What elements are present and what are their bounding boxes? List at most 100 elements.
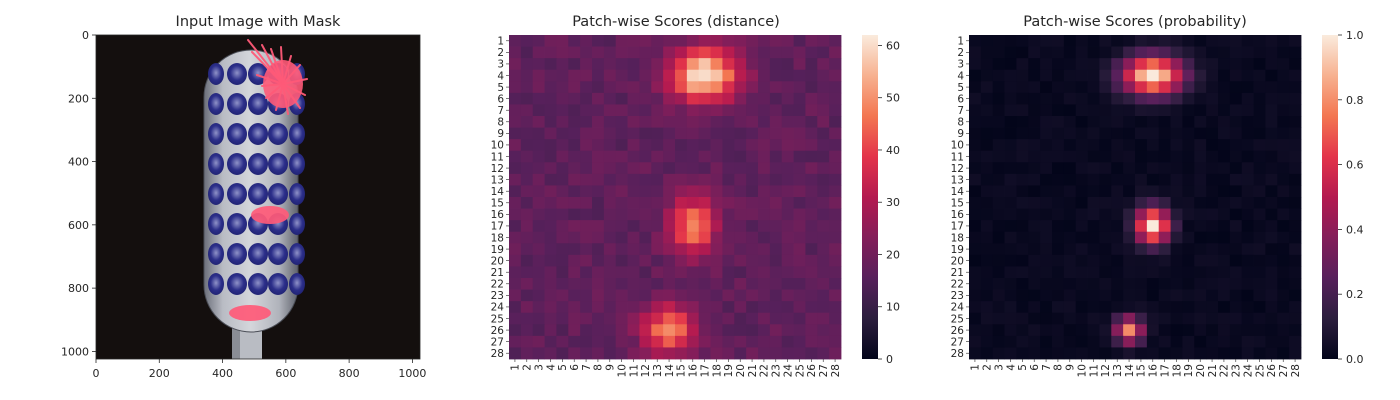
heatmap-cell — [746, 185, 759, 198]
heatmap-cell — [675, 208, 688, 221]
heatmap-cell — [722, 231, 735, 244]
row-tick-label: 11 — [491, 151, 504, 163]
heatmap-cell — [1004, 150, 1017, 163]
heatmap-cell — [1289, 81, 1302, 94]
heatmap-cell — [1206, 243, 1219, 256]
heatmap-cell — [1229, 185, 1243, 198]
heatmap-cell — [992, 301, 1005, 314]
heatmap-cell — [1063, 139, 1077, 152]
heatmap-cell — [992, 243, 1005, 256]
heatmap-cell — [1028, 231, 1041, 244]
heatmap-cell — [1206, 35, 1219, 47]
row-tick-label: 17 — [951, 221, 964, 233]
heatmap-cell — [663, 81, 676, 94]
heatmap-cell — [1063, 220, 1077, 233]
heatmap-cell — [710, 35, 723, 47]
heatmap-cell — [1170, 289, 1183, 302]
heatmap-cell — [746, 104, 759, 117]
heatmap-cell — [1052, 220, 1065, 233]
heatmap-cell — [1289, 35, 1302, 47]
heatmap-cell — [592, 324, 605, 337]
heatmap-cell — [544, 347, 557, 360]
heatmap-cell — [1229, 324, 1243, 337]
heatmap-cell — [1087, 335, 1100, 348]
colorbar-tick-label: 0.4 — [1346, 223, 1364, 236]
image-x-axis: 0 200 400 600 800 1000 — [93, 359, 426, 380]
heatmap-cell — [568, 197, 581, 209]
heatmap-cell — [1170, 58, 1183, 71]
heatmap-cell — [1099, 278, 1112, 290]
heatmap-cell — [1265, 104, 1278, 117]
col-tick-label: 17 — [699, 364, 711, 377]
mask-bristle-strand — [275, 83, 284, 111]
heatmap-cell — [603, 335, 617, 348]
heatmap-cell — [1218, 92, 1231, 105]
heatmap-cell — [1016, 139, 1029, 152]
heatmap-cell — [1253, 243, 1266, 256]
heatmap-cell — [817, 312, 830, 325]
heatmap-cell — [722, 46, 735, 59]
heatmap-cell — [781, 312, 794, 325]
heatmap-cell — [710, 324, 723, 337]
heatmap-cell — [1135, 104, 1148, 117]
heatmap-cell — [509, 312, 522, 325]
heatmap-cell — [603, 208, 617, 221]
row-tick-label: 7 — [957, 105, 964, 117]
heatmap-cell — [1135, 220, 1148, 233]
heatmap-cell — [592, 35, 605, 47]
heatmap-cell — [1277, 220, 1290, 233]
heatmap-cell — [532, 162, 545, 175]
heatmap-cell — [532, 289, 545, 302]
heatmap-cell — [698, 150, 711, 163]
heatmap-cell — [544, 150, 557, 163]
heatmap-cell — [1028, 278, 1041, 290]
heatmap-cell — [969, 197, 982, 209]
heatmap-cell — [580, 92, 593, 105]
heatmap-cell — [1218, 266, 1231, 279]
heatmap-cell — [1063, 324, 1077, 337]
heatmap-cell — [615, 185, 628, 198]
heatmap-cell — [758, 92, 771, 105]
heatmap-cell — [675, 81, 688, 94]
heatmap-cell — [651, 301, 664, 314]
heatmap-cell — [603, 173, 617, 186]
heatmap-cell — [1052, 335, 1065, 348]
heatmap-cell — [1099, 266, 1112, 279]
col-tick-label: 8 — [593, 364, 605, 371]
heatmap-cell — [1206, 185, 1219, 198]
mask-region-bottom — [229, 305, 271, 321]
heatmap-cell — [509, 104, 522, 117]
heatmap-cell — [639, 289, 652, 302]
heatmap-cell — [651, 127, 664, 140]
heatmap-cell — [722, 289, 735, 302]
heatmap-cell — [1075, 278, 1088, 290]
heatmap-cell — [1289, 197, 1302, 209]
heatmap-cell — [615, 208, 628, 221]
heatmap-cell — [1253, 254, 1266, 267]
heatmap-cell — [710, 312, 723, 325]
colorbar-tick-label: 10 — [886, 301, 900, 314]
heatmap-cell — [686, 162, 700, 175]
heatmap-cell — [1158, 139, 1171, 152]
heatmap-cell — [592, 312, 605, 325]
heatmap-cell — [1004, 116, 1017, 128]
heatmap-cell — [532, 173, 545, 186]
heatmap-cell — [1016, 197, 1029, 209]
heatmap-cell — [1040, 324, 1053, 337]
heatmap-cell — [1087, 301, 1100, 314]
heatmap-cell — [1004, 208, 1017, 221]
heatmap-cell — [1170, 116, 1183, 128]
heatmap-cell — [1146, 173, 1160, 186]
heatmap-cell — [1277, 324, 1290, 337]
heatmap-cell — [1111, 173, 1124, 186]
heatmap-cell — [1123, 150, 1136, 163]
heatmap-cell — [1146, 289, 1160, 302]
col-tick-label: 3 — [993, 364, 1005, 371]
heatmap-cell — [1206, 301, 1219, 314]
col-tick-label: 2 — [522, 364, 534, 371]
col-tick-label: 23 — [1231, 364, 1243, 377]
heatmap-cell — [710, 81, 723, 94]
heatmap-cell — [532, 301, 545, 314]
heatmap-cell — [627, 162, 640, 175]
heatmap-cell — [627, 104, 640, 117]
